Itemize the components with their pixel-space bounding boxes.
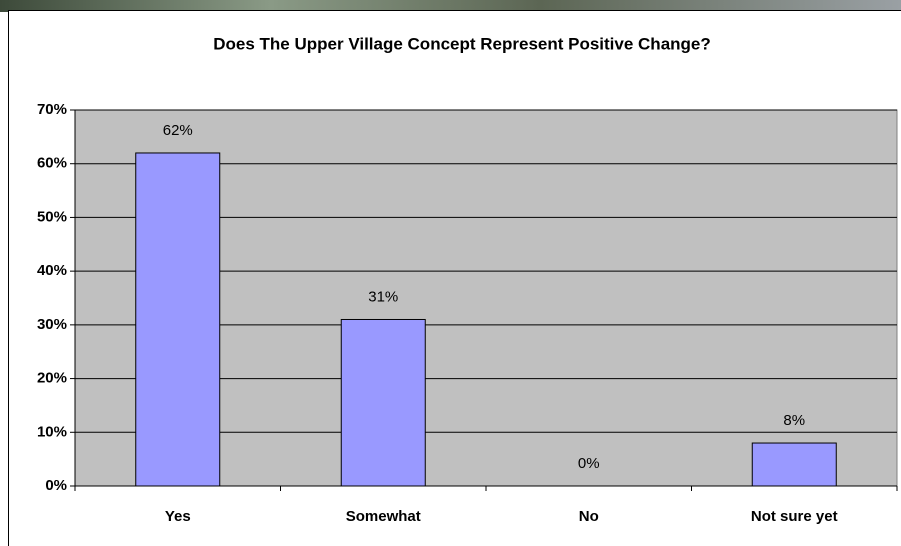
value-label: 62%: [163, 122, 193, 139]
value-label: 8%: [783, 412, 805, 429]
x-tick-label: Not sure yet: [751, 508, 838, 525]
y-tick-label: 20%: [37, 370, 67, 387]
y-tick-label: 10%: [37, 423, 67, 440]
value-label: 31%: [368, 288, 398, 305]
bar: [751, 442, 837, 487]
bar: [340, 318, 426, 487]
y-tick-label: 60%: [37, 155, 67, 172]
y-tick-label: 50%: [37, 208, 67, 225]
x-tick-label: Yes: [165, 508, 191, 525]
background-photo: [0, 0, 901, 12]
value-label: 0%: [578, 455, 600, 472]
x-tick-label: Somewhat: [346, 508, 421, 525]
chart-title: Does The Upper Village Concept Represent…: [213, 34, 711, 53]
bar: [135, 152, 221, 487]
x-tick-label: No: [579, 508, 599, 525]
y-tick-label: 30%: [37, 316, 67, 333]
y-tick-label: 40%: [37, 262, 67, 279]
y-tick-label: 70%: [37, 101, 67, 118]
y-tick-label: 0%: [45, 477, 67, 494]
